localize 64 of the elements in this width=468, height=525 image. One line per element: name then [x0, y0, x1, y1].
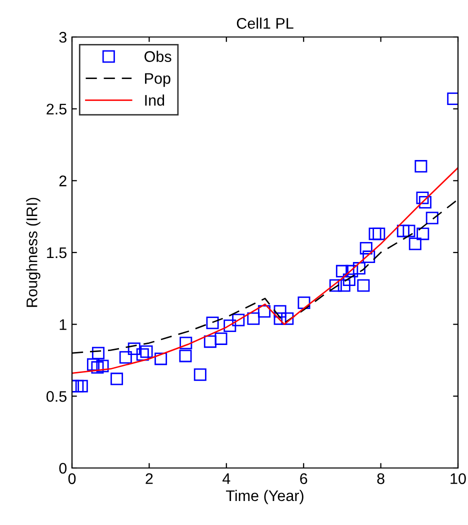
point	[232, 314, 245, 326]
point	[298, 296, 310, 310]
point	[416, 192, 429, 204]
x-tick-label: 0	[68, 473, 76, 484]
point	[402, 224, 416, 238]
point	[86, 358, 100, 371]
legend-label: Ind	[145, 94, 164, 106]
x-tick-label: 2	[146, 473, 153, 484]
point	[154, 352, 168, 366]
point	[396, 224, 410, 238]
y-tick-label: 0	[59, 462, 67, 474]
point	[426, 212, 438, 224]
point	[194, 368, 206, 381]
y-axis-title: Roughness (IRI)	[26, 198, 40, 307]
point	[281, 312, 294, 325]
chart-title: Cell1 PL	[236, 18, 294, 29]
point	[204, 335, 216, 348]
point	[96, 360, 109, 372]
point	[274, 312, 286, 325]
point	[128, 342, 140, 356]
point	[360, 242, 372, 254]
y-tick-label: 0.5	[46, 391, 66, 402]
y-tick-label: 3	[59, 32, 66, 43]
point	[372, 228, 386, 240]
legend-label: Pop	[145, 73, 170, 87]
point	[247, 312, 260, 325]
x-tick-label: 4	[222, 473, 230, 484]
point	[416, 228, 430, 240]
point	[258, 305, 270, 318]
point	[92, 346, 104, 360]
line-series	[72, 167, 458, 374]
x-axis-title: Time (Year)	[226, 490, 304, 504]
x-tick-label: 6	[300, 473, 308, 484]
point	[224, 320, 236, 332]
point	[352, 262, 366, 275]
point	[329, 279, 342, 292]
x-tick-label: 10	[450, 473, 466, 484]
point	[408, 238, 422, 250]
point	[336, 264, 348, 278]
point	[368, 228, 382, 240]
point	[418, 196, 432, 208]
point	[91, 361, 104, 374]
legend-label: Obs	[144, 50, 172, 62]
point	[338, 279, 350, 292]
point	[357, 279, 370, 292]
point	[214, 332, 228, 345]
point	[179, 350, 192, 362]
point	[75, 380, 88, 392]
y-tick-label: 2	[59, 176, 66, 186]
point	[362, 250, 376, 264]
y-tick-label: 2.5	[46, 104, 66, 115]
point	[110, 372, 124, 386]
point	[346, 264, 358, 278]
point	[414, 160, 428, 173]
point	[274, 305, 286, 318]
y-tick-label: 1	[60, 319, 66, 330]
y-tick-label: 1.5	[47, 248, 66, 258]
point	[136, 348, 149, 361]
point	[206, 316, 219, 330]
point	[180, 336, 192, 350]
point	[119, 351, 132, 364]
point	[342, 274, 356, 286]
point	[140, 345, 153, 358]
x-tick-label: 8	[377, 473, 384, 484]
